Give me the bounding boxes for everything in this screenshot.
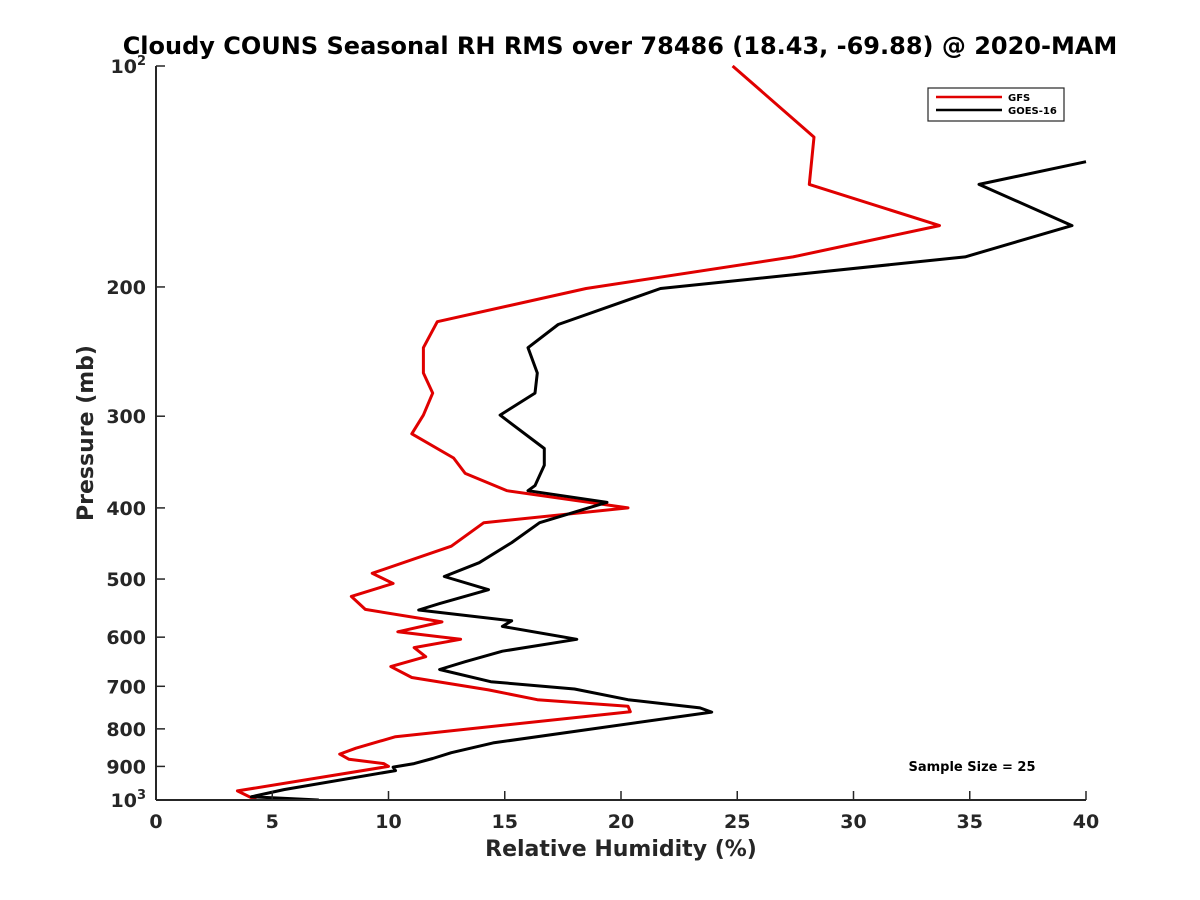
y-tick-label: 600 [106, 627, 146, 649]
x-tick-label: 40 [1073, 811, 1099, 833]
y-tick-label: 103 [111, 788, 147, 812]
x-tick-label: 10 [375, 811, 401, 833]
legend: GFS GOES-16 [927, 87, 1065, 122]
x-tick-label: 30 [840, 811, 866, 833]
y-tick-label: 800 [106, 719, 146, 741]
sample-size-annotation: Sample Size = 25 [908, 760, 1035, 775]
y-tick-label: 400 [106, 498, 146, 520]
y-tick-label: 500 [106, 569, 146, 591]
y-tick-label: 300 [106, 406, 146, 428]
x-ticks: 0 5 10 15 20 25 30 35 40 [149, 791, 1099, 833]
x-tick-label: 25 [724, 811, 750, 833]
x-tick-label: 15 [492, 811, 518, 833]
y-tick-label: 700 [106, 676, 146, 698]
x-tick-label: 0 [149, 811, 162, 833]
y-tick-label: 900 [106, 756, 146, 778]
legend-box [927, 87, 1065, 122]
y-tick-label: 102 [111, 54, 147, 78]
x-axis-label: Relative Humidity (%) [485, 837, 757, 862]
y-tick-label: 200 [106, 277, 146, 299]
y-axis-label: Pressure (mb) [74, 345, 99, 521]
axes [155, 66, 1086, 801]
x-tick-label: 20 [608, 811, 634, 833]
legend-label-gfs: GFS [1008, 93, 1030, 104]
series-line-goes16 [249, 160, 1087, 800]
series-line-gfs [235, 65, 941, 800]
y-ticks: 102 200 300 400 500 600 700 800 900 103 [106, 54, 165, 812]
chart-title: Cloudy COUNS Seasonal RH RMS over 78486 … [123, 32, 1118, 60]
plot-lines [235, 65, 1087, 800]
legend-label-goes16: GOES-16 [1008, 106, 1057, 117]
x-tick-label: 5 [266, 811, 279, 833]
x-tick-label: 35 [957, 811, 983, 833]
